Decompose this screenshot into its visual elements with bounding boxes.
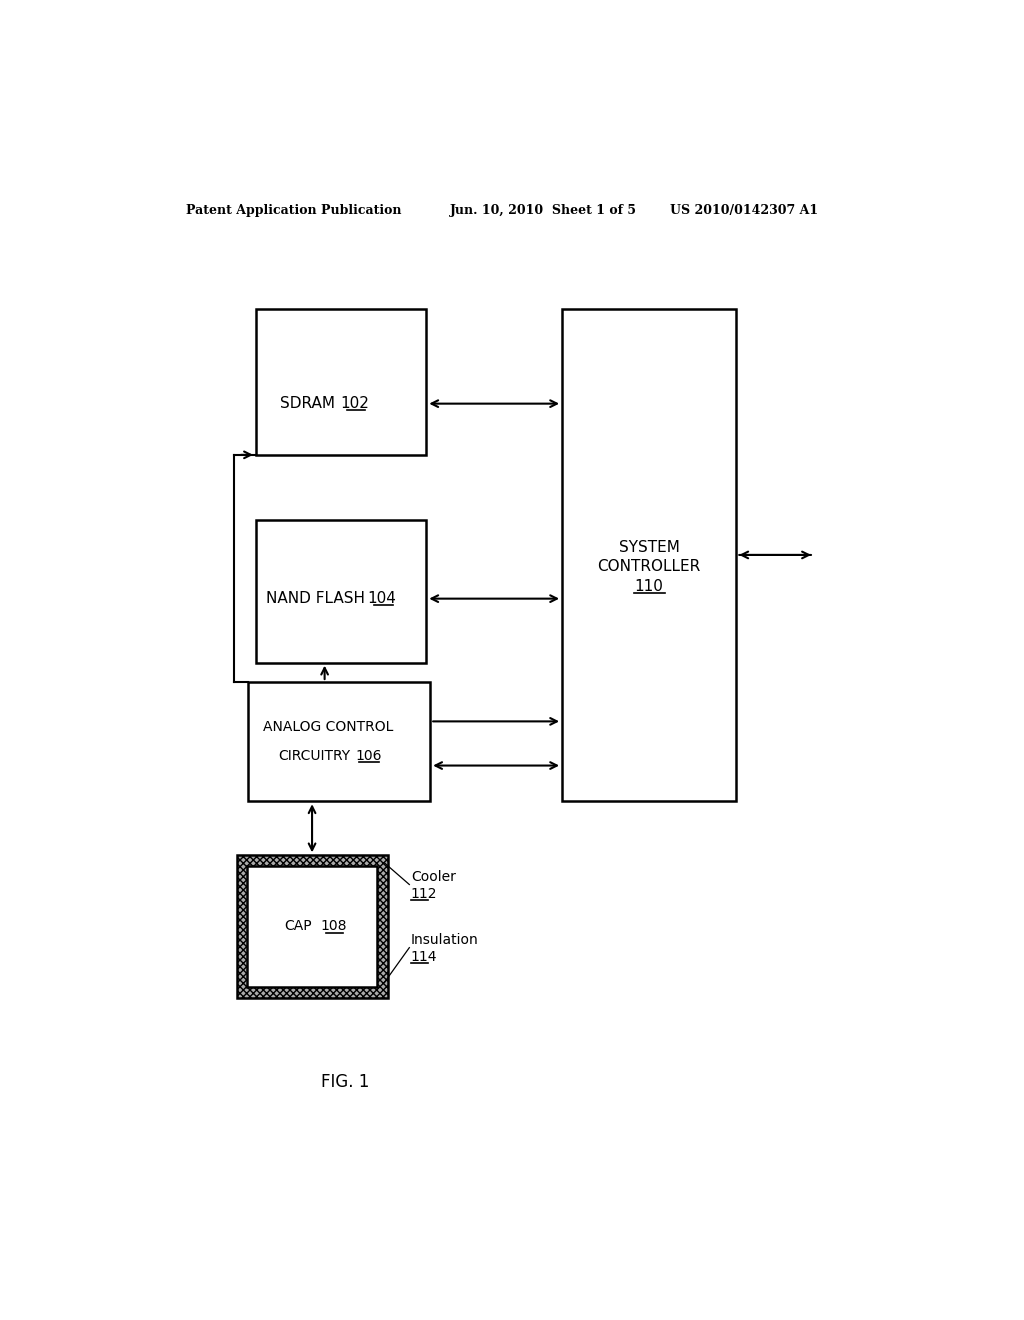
Bar [248,866,377,987]
Text: US 2010/0142307 A1: US 2010/0142307 A1 [671,205,818,218]
Text: SYSTEM: SYSTEM [618,540,680,556]
Text: Insulation: Insulation [411,933,478,946]
Text: CIRCUITRY: CIRCUITRY [279,748,350,763]
Text: ANALOG CONTROL: ANALOG CONTROL [263,721,393,734]
Bar [256,520,426,663]
Text: 104: 104 [367,591,396,606]
Bar [248,682,430,801]
Text: Cooler: Cooler [411,870,456,884]
Text: SDRAM: SDRAM [280,396,335,411]
Text: 108: 108 [321,920,347,933]
Text: NAND FLASH: NAND FLASH [266,591,365,606]
Text: CAP: CAP [285,920,312,933]
Bar [237,855,388,998]
Text: 102: 102 [341,396,370,411]
Bar [237,855,388,998]
Text: Patent Application Publication: Patent Application Publication [186,205,401,218]
Text: 106: 106 [355,748,382,763]
Text: CONTROLLER: CONTROLLER [598,558,700,574]
Text: 110: 110 [635,579,664,594]
Text: 112: 112 [411,887,437,900]
Bar [256,309,426,455]
Text: 114: 114 [411,950,437,964]
Text: Jun. 10, 2010  Sheet 1 of 5: Jun. 10, 2010 Sheet 1 of 5 [450,205,637,218]
Bar [562,309,736,801]
Text: FIG. 1: FIG. 1 [321,1073,370,1092]
